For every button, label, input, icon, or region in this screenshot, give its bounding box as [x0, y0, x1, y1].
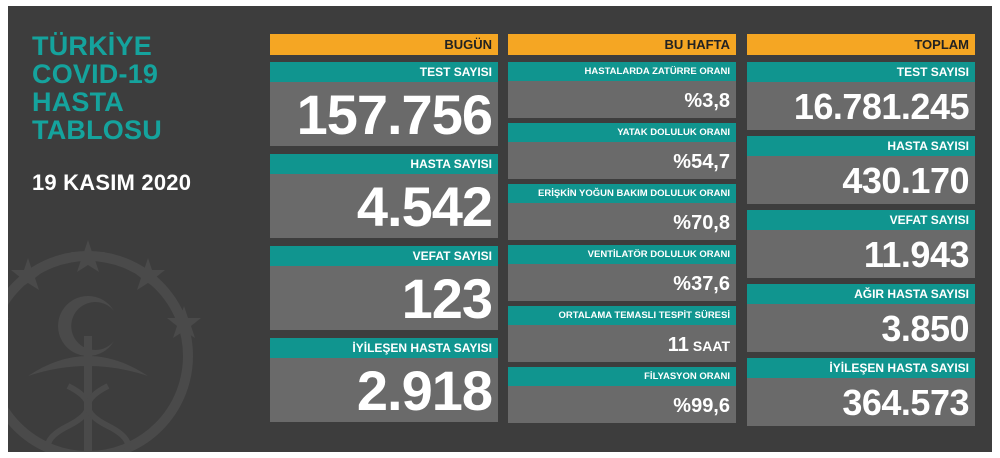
- today-header: BUGÜN: [270, 34, 498, 55]
- panel-label: HASTALARDA ZATÜRRE ORANI: [508, 62, 736, 81]
- dashboard-board: TÜRKİYE COVID-19 HASTA TABLOSU 19 KASIM …: [8, 6, 992, 452]
- panel-value: %99,6: [508, 386, 736, 423]
- panel-label: TEST SAYISI: [747, 62, 975, 82]
- week-icu-occupancy-panel: ERİŞKİN YOĞUN BAKIM DOLULUK ORANI %70,8: [508, 184, 736, 240]
- panel-label: HASTA SAYISI: [747, 136, 975, 156]
- panel-label: YATAK DOLULUK ORANI: [508, 123, 736, 142]
- panel-value: 2.918: [270, 358, 498, 422]
- panel-label: ORTALAMA TEMASLI TESPİT SÜRESİ: [508, 306, 736, 325]
- panel-value: 4.542: [270, 174, 498, 238]
- today-cases-panel: HASTA SAYISI 4.542: [270, 154, 498, 238]
- panel-label: İYİLEŞEN HASTA SAYISI: [270, 338, 498, 358]
- panel-value: 16.781.245: [747, 82, 975, 130]
- week-bed-occupancy-panel: YATAK DOLULUK ORANI %54,7: [508, 123, 736, 179]
- week-column: BU HAFTA HASTALARDA ZATÜRRE ORANI %3,8 Y…: [508, 34, 736, 423]
- week-ventilator-panel: VENTİLATÖR DOLULUK ORANI %37,6: [508, 245, 736, 301]
- panel-label: ERİŞKİN YOĞUN BAKIM DOLULUK ORANI: [508, 184, 736, 203]
- panel-label: TEST SAYISI: [270, 62, 498, 82]
- value-unit: SAAT: [692, 338, 730, 354]
- title-line: COVID-19: [32, 59, 159, 89]
- panel-label: VEFAT SAYISI: [747, 210, 975, 230]
- total-column: TOPLAM TEST SAYISI 16.781.245 HASTA SAYI…: [747, 34, 975, 426]
- week-contact-time-panel: ORTALAMA TEMASLI TESPİT SÜRESİ 11 SAAT: [508, 306, 736, 362]
- panel-value: 11.943: [747, 230, 975, 278]
- panel-label: HASTA SAYISI: [270, 154, 498, 174]
- report-date: 19 KASIM 2020: [32, 170, 192, 195]
- title-block: TÜRKİYE COVID-19 HASTA TABLOSU: [32, 32, 162, 144]
- total-critical-panel: AĞIR HASTA SAYISI 3.850: [747, 284, 975, 352]
- total-header: TOPLAM: [747, 34, 975, 55]
- total-recovered-panel: İYİLEŞEN HASTA SAYISI 364.573: [747, 358, 975, 426]
- week-pneumonia-panel: HASTALARDA ZATÜRRE ORANI %3,8: [508, 62, 736, 118]
- panel-value: %3,8: [508, 81, 736, 118]
- panel-value: 123: [270, 266, 498, 330]
- panel-value: %70,8: [508, 203, 736, 240]
- title-line: TÜRKİYE: [32, 31, 152, 61]
- today-column: BUGÜN TEST SAYISI 157.756 HASTA SAYISI 4…: [270, 34, 498, 422]
- panel-label: İYİLEŞEN HASTA SAYISI: [747, 358, 975, 378]
- panel-value: 157.756: [270, 82, 498, 146]
- week-header: BU HAFTA: [508, 34, 736, 55]
- week-filiation-panel: FİLYASYON ORANI %99,6: [508, 367, 736, 423]
- panel-value: %37,6: [508, 264, 736, 301]
- title-line: HASTA: [32, 87, 124, 117]
- today-test-panel: TEST SAYISI 157.756: [270, 62, 498, 146]
- panel-label: AĞIR HASTA SAYISI: [747, 284, 975, 304]
- panel-label: VENTİLATÖR DOLULUK ORANI: [508, 245, 736, 264]
- total-test-panel: TEST SAYISI 16.781.245: [747, 62, 975, 130]
- health-ministry-emblem-icon: [8, 240, 201, 452]
- panel-value: 430.170: [747, 156, 975, 204]
- total-deaths-panel: VEFAT SAYISI 11.943: [747, 210, 975, 278]
- panel-value: 3.850: [747, 304, 975, 352]
- panel-value: %54,7: [508, 142, 736, 179]
- today-deaths-panel: VEFAT SAYISI 123: [270, 246, 498, 330]
- panel-value: 364.573: [747, 378, 975, 426]
- total-cases-panel: HASTA SAYISI 430.170: [747, 136, 975, 204]
- value-number: 11: [667, 334, 689, 356]
- panel-label: VEFAT SAYISI: [270, 246, 498, 266]
- panel-label: FİLYASYON ORANI: [508, 367, 736, 386]
- today-recovered-panel: İYİLEŞEN HASTA SAYISI 2.918: [270, 338, 498, 422]
- panel-value: 11 SAAT: [508, 325, 736, 362]
- title-line: TABLOSU: [32, 115, 162, 145]
